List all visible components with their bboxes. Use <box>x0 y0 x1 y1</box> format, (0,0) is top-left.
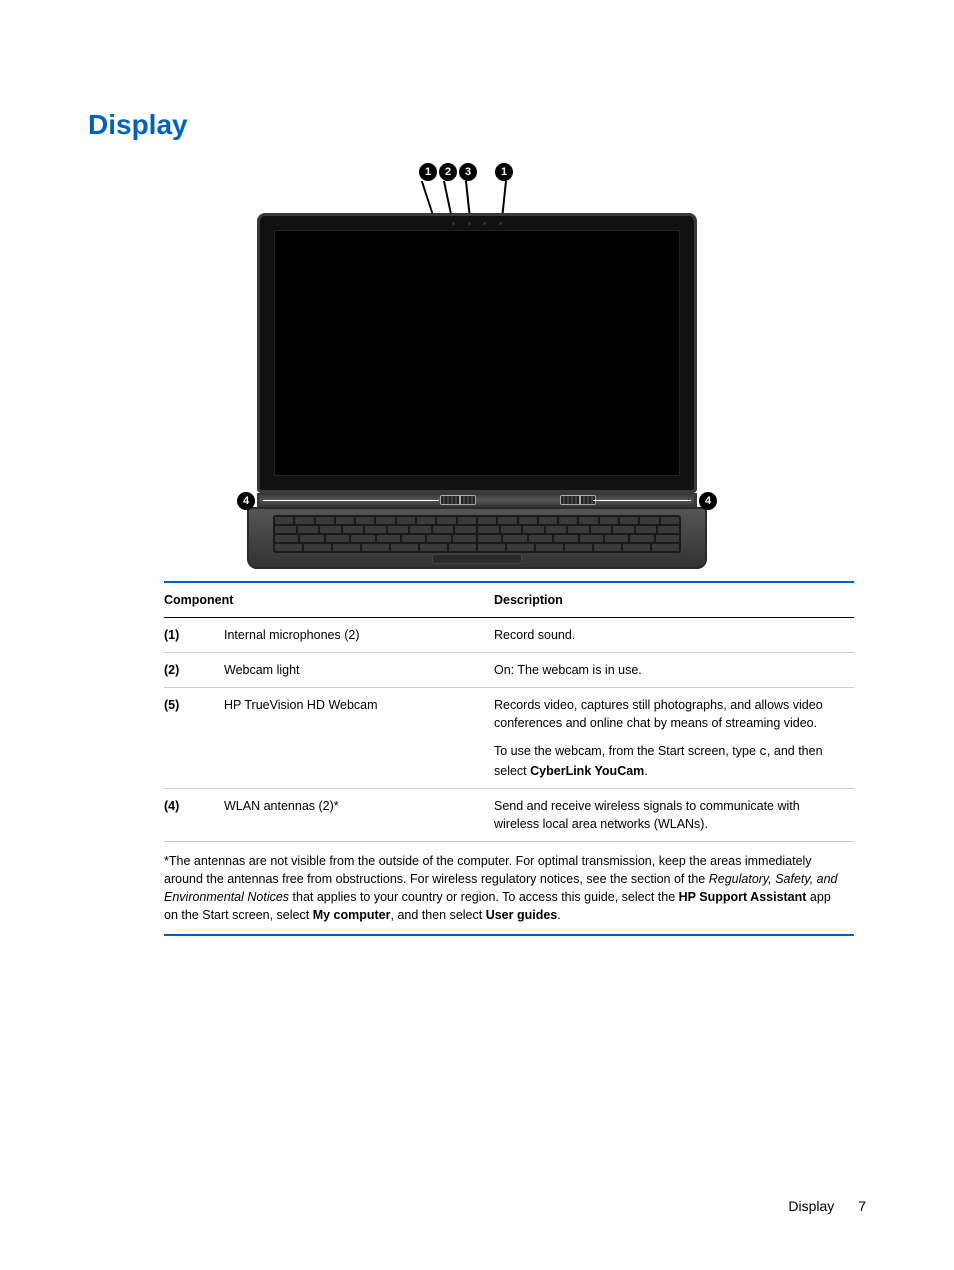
page-footer: Display 7 <box>788 1198 866 1214</box>
speaker-right-icon <box>560 495 596 505</box>
laptop-base <box>247 507 707 569</box>
table-footnote: *The antennas are not visible from the o… <box>164 841 854 935</box>
table-row: (5)HP TrueVision HD WebcamRecords video,… <box>164 688 854 789</box>
component-description: Record sound. <box>494 617 854 652</box>
col-header-description: Description <box>494 582 854 618</box>
speaker-left-icon <box>440 495 476 505</box>
table-row: (4)WLAN antennas (2)*Send and receive wi… <box>164 788 854 841</box>
footer-section: Display <box>788 1198 834 1214</box>
callout-4-line-right <box>593 500 691 502</box>
laptop-hinge <box>257 493 697 507</box>
row-number: (4) <box>164 788 224 841</box>
keyboard-icon <box>273 515 681 553</box>
row-number: (5) <box>164 688 224 789</box>
callout-4-line-left <box>263 500 439 502</box>
component-name: Internal microphones (2) <box>224 617 494 652</box>
component-description: On: The webcam is in use. <box>494 653 854 688</box>
component-table-body: (1)Internal microphones (2)Record sound.… <box>164 617 854 935</box>
callout-4-left: 4 <box>237 492 255 510</box>
table-footnote-row: *The antennas are not visible from the o… <box>164 841 854 935</box>
bezel-sensors <box>452 222 502 226</box>
trackpad-icon <box>432 554 522 564</box>
component-name: Webcam light <box>224 653 494 688</box>
document-page: Display 1 2 3 1 <box>0 0 954 1270</box>
laptop-illustration <box>257 213 697 569</box>
laptop-display-diagram: 1 2 3 1 <box>237 163 717 563</box>
row-number: (2) <box>164 653 224 688</box>
callout-4-right: 4 <box>699 492 717 510</box>
table-row: (1)Internal microphones (2)Record sound. <box>164 617 854 652</box>
section-heading: Display <box>88 109 866 141</box>
component-name: WLAN antennas (2)* <box>224 788 494 841</box>
row-number: (1) <box>164 617 224 652</box>
col-header-component: Component <box>164 582 494 618</box>
callout-3: 3 <box>459 163 477 181</box>
laptop-screen <box>274 230 680 476</box>
callout-1-right: 1 <box>495 163 513 181</box>
table-row: (2)Webcam lightOn: The webcam is in use. <box>164 653 854 688</box>
callout-2: 2 <box>439 163 457 181</box>
footer-page-number: 7 <box>858 1198 866 1214</box>
laptop-lid <box>257 213 697 493</box>
component-name: HP TrueVision HD Webcam <box>224 688 494 789</box>
diagram-container: 1 2 3 1 <box>88 163 866 563</box>
component-table: Component Description (1)Internal microp… <box>164 581 854 937</box>
callout-1-left: 1 <box>419 163 437 181</box>
table-header-row: Component Description <box>164 582 854 618</box>
component-description: Send and receive wireless signals to com… <box>494 788 854 841</box>
component-description: Records video, captures still photograph… <box>494 688 854 789</box>
